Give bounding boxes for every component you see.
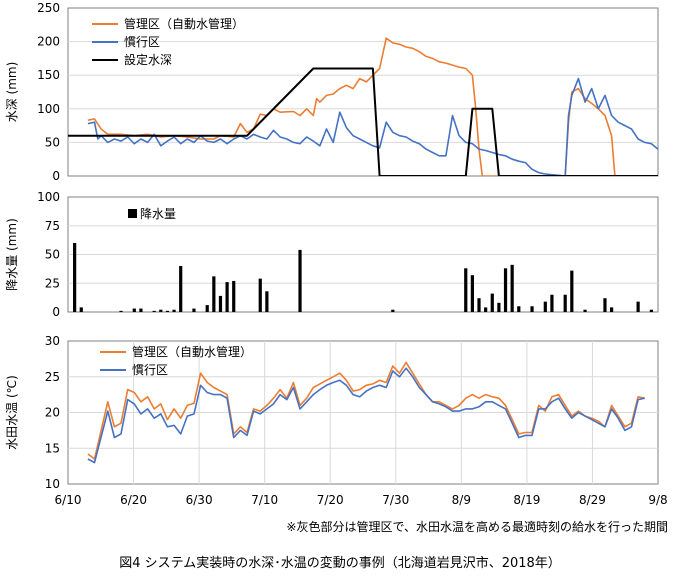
rain-bar: [510, 264, 514, 312]
rain-bar: [139, 308, 143, 312]
y-tick-label: 0: [52, 305, 60, 319]
y-tick-label: 50: [45, 135, 60, 149]
legend-label: 降水量: [140, 207, 176, 221]
series-line: [87, 77, 658, 176]
y-axis-label: 水深 (mm): [5, 62, 19, 123]
legend-label: 設定水深: [124, 52, 172, 67]
rain-bar: [192, 308, 196, 312]
rain-bar: [165, 310, 170, 312]
rain-bar: [159, 309, 163, 312]
rain-bar: [172, 309, 176, 312]
y-tick-label: 150: [37, 68, 60, 82]
x-tick-label: 6/20: [120, 493, 147, 507]
y-tick-label: 200: [37, 35, 60, 49]
rain-bar: [152, 310, 156, 312]
x-tick-label: 7/20: [317, 493, 344, 507]
rain-bar: [132, 308, 136, 312]
x-tick-label: 8/9: [452, 493, 471, 507]
y-tick-label: 75: [45, 219, 60, 233]
rain-bar: [570, 270, 574, 312]
y-axis-label: 降水量 (mm): [5, 218, 19, 291]
rain-bar: [79, 307, 83, 312]
rain-bar: [543, 301, 547, 312]
rain-bar: [258, 278, 262, 312]
rain-bar: [179, 266, 183, 312]
x-tick-label: 7/30: [382, 493, 409, 507]
rain-bar: [484, 307, 488, 312]
rain-bar: [265, 291, 269, 312]
y-axis-label: 水田水温 (℃): [5, 375, 19, 450]
legend-label: 管理区（自動水管理）: [132, 344, 252, 359]
rainfall-panel: 0 25 50 75 100 降水量 (mm) 降水量: [5, 190, 659, 319]
rain-bar: [517, 306, 521, 312]
rain-bar: [503, 268, 508, 312]
legend-swatch: [128, 209, 137, 218]
rain-bar: [563, 294, 567, 312]
rain-bar: [477, 298, 481, 312]
rain-bar: [73, 243, 77, 312]
rain-bar: [119, 310, 123, 312]
y-tick-label: 30: [45, 334, 60, 348]
rain-bar: [225, 282, 229, 312]
series-line: [68, 67, 658, 176]
plot-frame: [67, 7, 659, 177]
figure-caption: 図4 システム実装時の水深･水温の変動の事例（北海道岩見沢市、2018年）: [119, 555, 561, 571]
y-tick-label: 20: [45, 406, 60, 420]
rain-bar: [609, 307, 614, 312]
rain-bar: [497, 302, 501, 312]
series-line: [87, 361, 645, 460]
x-tick-label: 6/10: [55, 493, 82, 507]
footnote: ※灰色部分は管理区で、水田水温を高める最適時刻の給水を行った期間: [286, 519, 668, 534]
rain-bar: [530, 306, 534, 312]
y-tick-label: 0: [52, 169, 60, 183]
water-temp-panel: 10 15 20 25 30 水田水温 (℃) 管理区（自動水管理） 慣行区: [5, 334, 659, 491]
y-tick-label: 50: [45, 248, 60, 262]
x-tick-label: 8/19: [513, 493, 540, 507]
rain-bar: [583, 309, 587, 312]
series-line: [87, 367, 645, 464]
y-tick-label: 100: [37, 190, 60, 204]
rain-bar: [636, 301, 640, 312]
y-tick-label: 10: [45, 477, 60, 491]
y-tick-label: 25: [45, 276, 60, 290]
series-line: [87, 37, 619, 176]
legend-label: 慣行区: [132, 362, 168, 377]
x-tick-label: 8/29: [579, 493, 606, 507]
rain-bar: [232, 280, 236, 312]
rain-bar: [649, 309, 653, 312]
y-tick-label: 100: [37, 102, 60, 116]
rain-bar: [550, 294, 554, 312]
shared-x-axis: 6/10 6/20 6/30 7/10 7/20 7/30 8/9 8/19 8/29 9/8: [55, 493, 668, 507]
rain-bar: [470, 275, 474, 312]
legend-label: 管理区（自動水管理）: [124, 16, 244, 31]
rain-bar: [464, 268, 468, 312]
rain-bar: [490, 293, 494, 312]
rain-bar: [205, 305, 209, 312]
rain-bar: [298, 249, 302, 312]
rain-bar: [212, 276, 216, 312]
y-tick-label: 15: [45, 441, 60, 455]
x-tick-label: 7/10: [251, 493, 278, 507]
x-tick-label: 6/30: [186, 493, 213, 507]
rain-bar: [603, 298, 607, 312]
x-tick-label: 9/8: [648, 493, 667, 507]
rain-bar: [218, 295, 223, 312]
y-tick-label: 250: [37, 1, 60, 15]
y-tick-label: 25: [45, 370, 60, 384]
rain-bar: [391, 309, 395, 312]
legend-label: 慣行区: [124, 34, 160, 49]
